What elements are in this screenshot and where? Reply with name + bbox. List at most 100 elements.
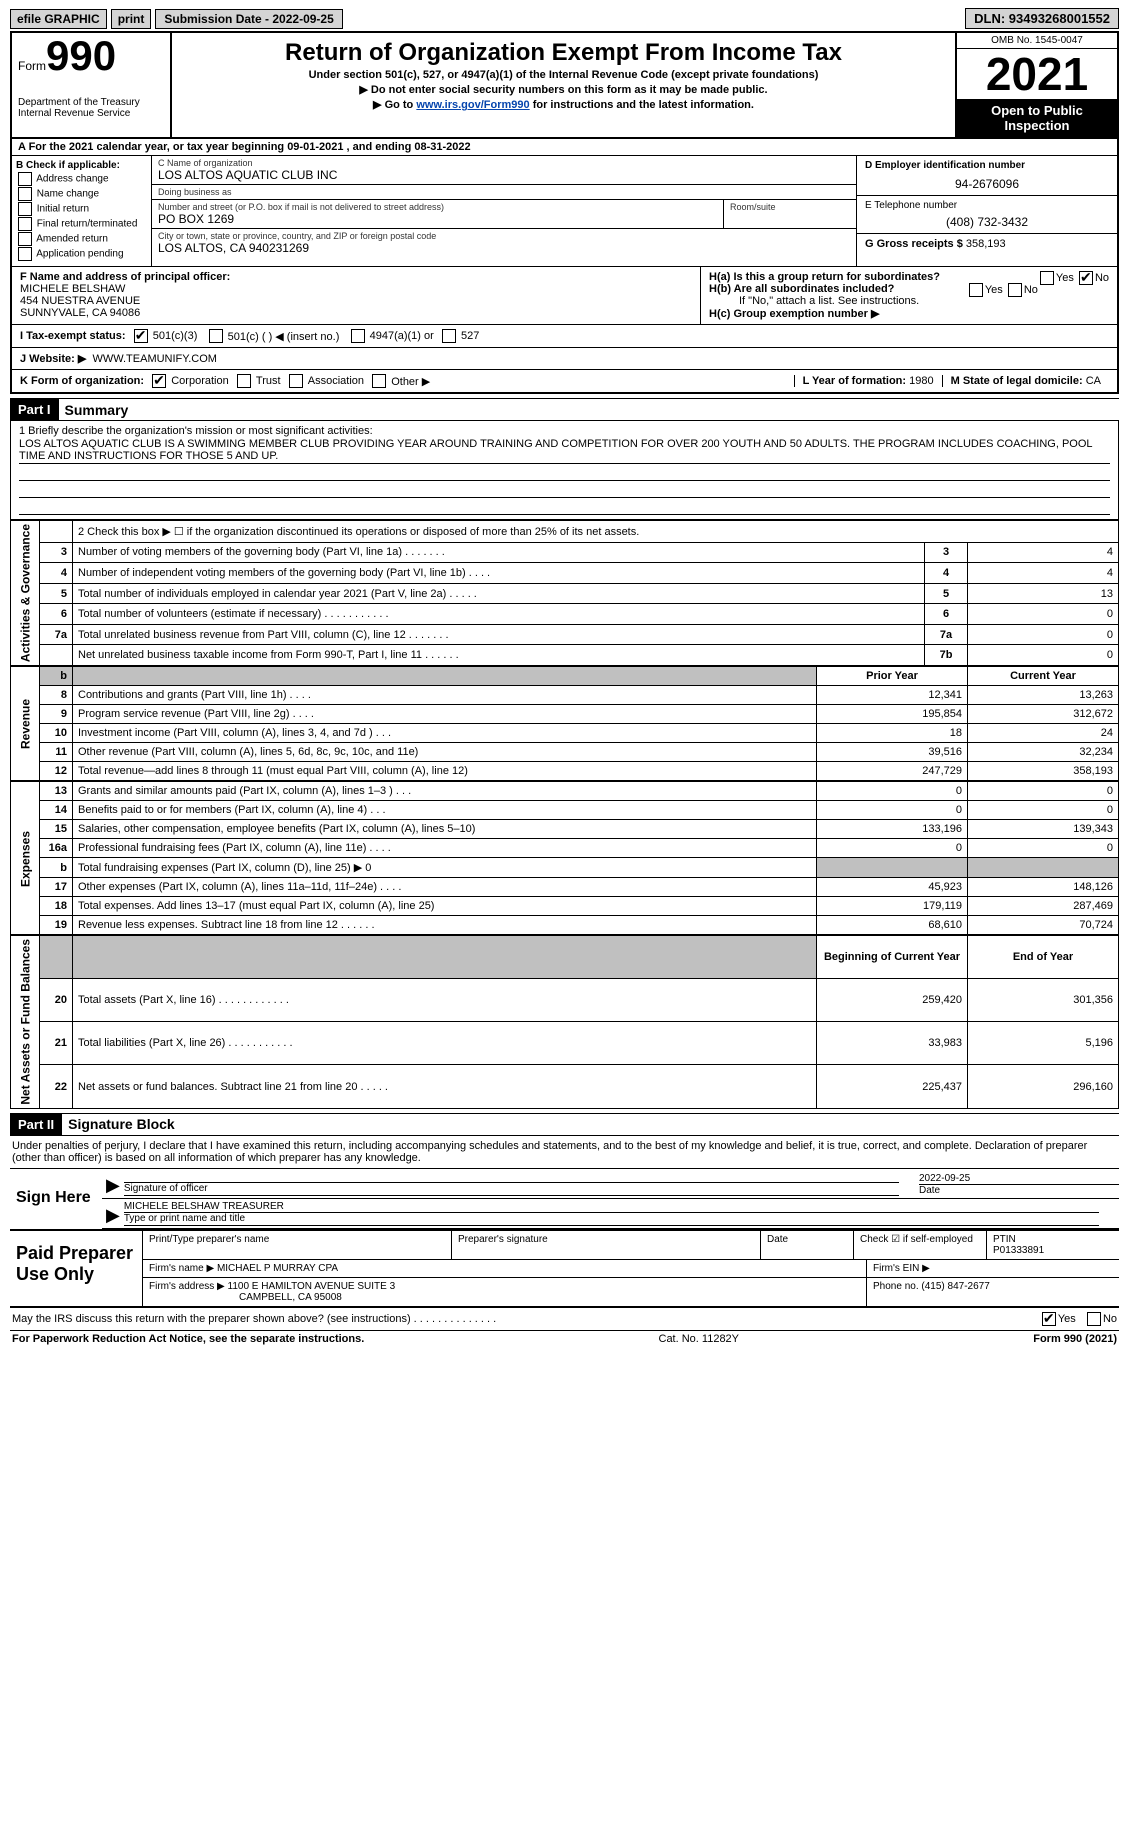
line1-label: 1 Briefly describe the organization's mi…: [19, 425, 1110, 437]
sign-here-block: Sign Here ▶ Signature of officer 2022-09…: [10, 1169, 1119, 1231]
section-b: B Check if applicable: Address change Na…: [10, 156, 1119, 267]
street-label: Number and street (or P.O. box if mail i…: [158, 202, 717, 212]
website-value: WWW.TEAMUNIFY.COM: [92, 353, 216, 365]
ha-label: H(a) Is this a group return for subordin…: [709, 271, 940, 283]
form-number: 990: [46, 32, 116, 79]
k-trust[interactable]: [237, 374, 251, 388]
form-header: Form990 Department of the Treasury Inter…: [10, 31, 1119, 139]
hb-label: H(b) Are all subordinates included?: [709, 283, 894, 295]
ha-yes[interactable]: [1040, 271, 1054, 285]
k-other[interactable]: [372, 374, 386, 388]
mission-block: 1 Briefly describe the organization's mi…: [10, 421, 1119, 520]
ein-value: 94-2676096: [865, 177, 1109, 191]
col-current: Current Year: [968, 667, 1119, 686]
net-table: Net Assets or Fund Balances Beginning of …: [10, 935, 1119, 1109]
side-governance: Activities & Governance: [11, 521, 40, 666]
ha-no[interactable]: [1079, 271, 1093, 285]
subtitle-1: Under section 501(c), 527, or 4947(a)(1)…: [180, 69, 947, 81]
hb-no[interactable]: [1008, 283, 1022, 297]
subtitle-2: ▶ Do not enter social security numbers o…: [180, 83, 947, 96]
bottom-line: For Paperwork Reduction Act Notice, see …: [10, 1330, 1119, 1347]
dept-label: Department of the Treasury: [18, 97, 164, 108]
line2: 2 Check this box ▶ ☐ if the organization…: [73, 521, 1119, 543]
room-label: Room/suite: [730, 202, 850, 212]
dln-label: DLN: 93493268001552: [965, 8, 1119, 29]
gross-receipts: 358,193: [966, 238, 1006, 250]
open-to-public: Open to Public Inspection: [957, 99, 1117, 137]
discuss-yes[interactable]: [1042, 1312, 1056, 1326]
checkbox-final-return[interactable]: [18, 217, 32, 231]
dba-label: Doing business as: [158, 187, 850, 197]
firm-name: MICHAEL P MURRAY CPA: [217, 1263, 338, 1274]
org-name: LOS ALTOS AQUATIC CLUB INC: [158, 168, 850, 182]
k-corp[interactable]: [152, 374, 166, 388]
discuss-no[interactable]: [1087, 1312, 1101, 1326]
officer-addr2: SUNNYVALE, CA 94086: [20, 307, 140, 319]
part2-title: Signature Block: [62, 1116, 175, 1132]
city-label: City or town, state or province, country…: [158, 231, 850, 241]
e-label: E Telephone number: [865, 200, 1109, 211]
firm-addr1: 1100 E HAMILTON AVENUE SUITE 3: [228, 1281, 396, 1292]
checkbox-amended[interactable]: [18, 232, 32, 246]
topbar: efile GRAPHIC print Submission Date - 20…: [10, 8, 1119, 29]
subtitle-3-post: for instructions and the latest informat…: [530, 99, 754, 111]
officer-name: MICHELE BELSHAW: [20, 283, 125, 295]
part2-header: Part II: [10, 1114, 62, 1135]
print-button[interactable]: print: [111, 9, 152, 29]
i-501c3[interactable]: [134, 329, 148, 343]
k-assoc[interactable]: [289, 374, 303, 388]
checkbox-initial-return[interactable]: [18, 202, 32, 216]
exp-table: Expenses13Grants and similar amounts pai…: [10, 781, 1119, 935]
col-prior: Prior Year: [817, 667, 968, 686]
side-expenses: Expenses: [11, 782, 40, 935]
preparer-phone: (415) 847-2677: [921, 1281, 989, 1292]
f-label: F Name and address of principal officer:: [20, 271, 230, 283]
irs-label: Internal Revenue Service: [18, 108, 164, 119]
g-label: G Gross receipts $: [865, 238, 963, 250]
phone-value: (408) 732-3432: [865, 215, 1109, 229]
year-formed: 1980: [909, 375, 933, 387]
line-a: A For the 2021 calendar year, or tax yea…: [10, 139, 1119, 156]
side-netassets: Net Assets or Fund Balances: [11, 936, 40, 1109]
checkbox-name-change[interactable]: [18, 187, 32, 201]
gov-table: Activities & Governance 2 Check this box …: [10, 520, 1119, 666]
part1-title: Summary: [59, 402, 129, 418]
line-i: I Tax-exempt status: 501(c)(3) 501(c) ( …: [10, 325, 1119, 348]
hb-yes[interactable]: [969, 283, 983, 297]
i-4947[interactable]: [351, 329, 365, 343]
city-value: LOS ALTOS, CA 940231269: [158, 241, 850, 255]
col-begin: Beginning of Current Year: [817, 936, 968, 979]
i-527[interactable]: [442, 329, 456, 343]
form-footer: Form 990 (2021): [1033, 1333, 1117, 1345]
section-f: F Name and address of principal officer:…: [10, 267, 1119, 325]
submission-date: Submission Date - 2022-09-25: [155, 9, 342, 29]
b-label: B Check if applicable:: [16, 160, 147, 171]
i-501c[interactable]: [209, 329, 223, 343]
state-domicile: CA: [1086, 375, 1101, 387]
side-revenue: Revenue: [11, 667, 40, 781]
arrow-icon: ▶: [102, 1175, 124, 1196]
discuss-row: May the IRS discuss this return with the…: [10, 1308, 1119, 1330]
sign-here-label: Sign Here: [10, 1169, 102, 1229]
checkbox-app-pending[interactable]: [18, 247, 32, 261]
mission-text: LOS ALTOS AQUATIC CLUB IS A SWIMMING MEM…: [19, 437, 1110, 464]
hc-label: H(c) Group exemption number ▶: [709, 308, 879, 320]
rev-table: RevenuebPrior YearCurrent Year8Contribut…: [10, 666, 1119, 781]
subtitle-3-pre: ▶ Go to: [373, 99, 416, 111]
c-label: C Name of organization: [158, 158, 850, 168]
declare-text: Under penalties of perjury, I declare th…: [10, 1136, 1119, 1169]
col-end: End of Year: [968, 936, 1119, 979]
part1-header: Part I: [10, 399, 59, 420]
irs-link[interactable]: www.irs.gov/Form990: [416, 99, 529, 111]
efile-button[interactable]: efile GRAPHIC: [10, 9, 107, 29]
firm-addr2: CAMPBELL, CA 95008: [149, 1292, 342, 1303]
omb-label: OMB No. 1545-0047: [957, 33, 1117, 49]
sig-date: 2022-09-25: [919, 1173, 1119, 1185]
checkbox-address-change[interactable]: [18, 172, 32, 186]
arrow-icon: ▶: [102, 1205, 124, 1226]
form-label: Form: [18, 59, 46, 73]
officer-printed-name: MICHELE BELSHAW TREASURER: [124, 1201, 1099, 1213]
paid-preparer-block: Paid Preparer Use Only Print/Type prepar…: [10, 1231, 1119, 1308]
tax-year: 2021: [957, 49, 1117, 99]
ptin-value: P01333891: [993, 1245, 1113, 1256]
